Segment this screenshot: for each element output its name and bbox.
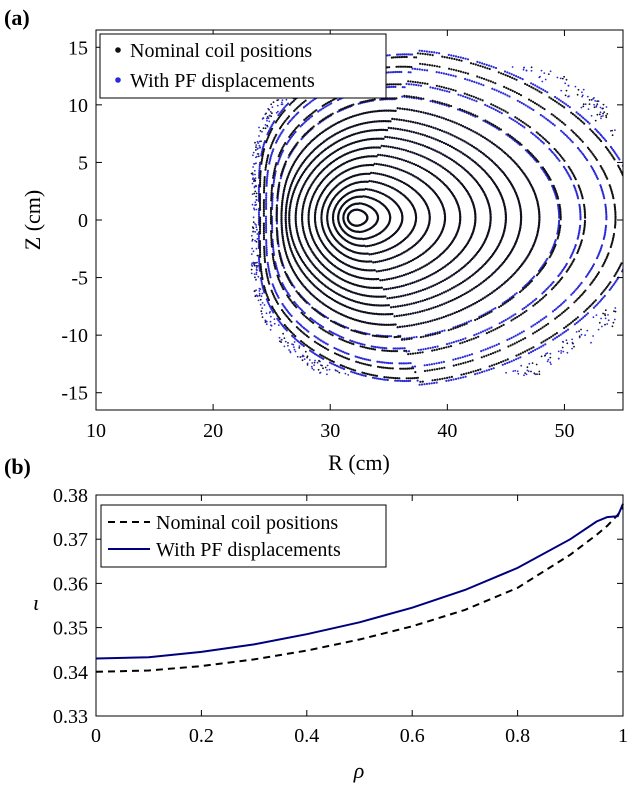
displaced-surface-15: [264, 67, 608, 368]
nominal-surface-8: [301, 144, 477, 291]
nominal-surface-1: [342, 202, 380, 234]
panel-b-y-ticks: 0.38 0.37 0.36 0.35 0.34 0.33: [53, 485, 623, 728]
panel-a-y-ticks: 15 10 5 0 -5 -10 -15: [61, 37, 623, 405]
legend-a-marker-nominal: [115, 47, 121, 53]
nominal-surface-0: [346, 208, 369, 227]
series-line-nominal: [95, 507, 624, 673]
panel-a-legend: Nominal coil positions With PF displacem…: [99, 33, 387, 99]
legend-b-label-displaced: With PF displacements: [156, 539, 341, 561]
panel-b-legend: Nominal coil positions With PF displacem…: [100, 504, 387, 568]
nominal-surface-6: [313, 162, 447, 273]
a-ytick-label: 5: [78, 152, 88, 174]
panel-b-iota-plot: (b) 0 0.2 0.4 0.6 0.8 1 0.380.370.360.350.340…: [4, 454, 628, 783]
nominal-surface-13: [275, 94, 562, 341]
panel-b-ylabel: ι: [33, 590, 39, 615]
displaced-surface-12: [280, 107, 541, 329]
legend-b-label-nominal: Nominal coil positions: [156, 512, 338, 534]
b-xtick-label: 0.2: [189, 725, 214, 747]
nominal-surface-7: [307, 153, 462, 282]
panel-b-label: (b): [4, 454, 31, 479]
b-xtick-label: 0.4: [294, 725, 319, 747]
nominal-surface-3: [331, 187, 404, 248]
a-ytick-label: 0: [78, 210, 88, 232]
b-ytick-label: 0.38: [53, 485, 88, 507]
nominal-surface-10: [288, 126, 507, 309]
nominal-surface-12: [280, 107, 541, 329]
panel-a-x-ticks: 10 20 30 40 50: [86, 30, 574, 442]
b-xtick-label: 0: [91, 725, 101, 747]
b-xtick-label: 1: [618, 725, 628, 747]
panel-a-label: (a): [4, 5, 30, 30]
b-ytick-label: 0.36: [53, 573, 88, 595]
nominal-surface-9: [294, 135, 492, 300]
panel-b-axes-frame: [95, 494, 624, 717]
a-ytick-label: 10: [68, 95, 88, 117]
nominal-surface-4: [326, 179, 418, 256]
a-ytick-label: -15: [61, 383, 88, 405]
legend-a-label-nominal: Nominal coil positions: [130, 40, 312, 62]
a-ytick-label: 15: [68, 37, 88, 59]
panel-a-ylabel: Z (cm): [20, 190, 45, 250]
a-xtick-label: 20: [203, 420, 223, 442]
b-ytick-label: 0.34: [53, 662, 88, 684]
panel-a-xlabel: R (cm): [328, 450, 390, 475]
a-xtick-label: 30: [320, 420, 340, 442]
a-xtick-label: 40: [437, 420, 457, 442]
series-line-displaced: [95, 503, 624, 660]
poincare-points-layer: [250, 49, 623, 386]
b-xtick-label: 0.6: [400, 725, 425, 747]
b-ytick-label: 0.33: [53, 706, 88, 728]
edge-scatter: [250, 66, 617, 377]
a-xtick-label: 50: [554, 420, 574, 442]
panel-a-legend-box: [99, 33, 387, 99]
nominal-surface-5: [320, 171, 431, 264]
panel-b-x-ticks: 0 0.2 0.4 0.6 0.8 1: [91, 495, 628, 747]
a-ytick-label: -5: [71, 268, 88, 290]
b-ytick-label: 0.35: [53, 618, 88, 640]
b-ytick-label: 0.37: [53, 529, 88, 551]
nominal-surface-2: [337, 195, 392, 241]
displaced-surface-13: [275, 95, 561, 340]
b-xtick-label: 0.8: [505, 725, 530, 747]
a-ytick-label: -10: [61, 325, 88, 347]
panel-b-xlabel: ρ: [353, 758, 365, 783]
a-xtick-label: 10: [86, 420, 106, 442]
legend-a-marker-displaced: [115, 77, 121, 83]
iota-lines-layer: [95, 503, 624, 673]
panel-b-legend-box: [100, 504, 387, 568]
nominal-surface-16: [258, 52, 623, 383]
legend-a-label-displaced: With PF displacements: [130, 70, 315, 92]
nominal-surface-11: [284, 117, 523, 318]
